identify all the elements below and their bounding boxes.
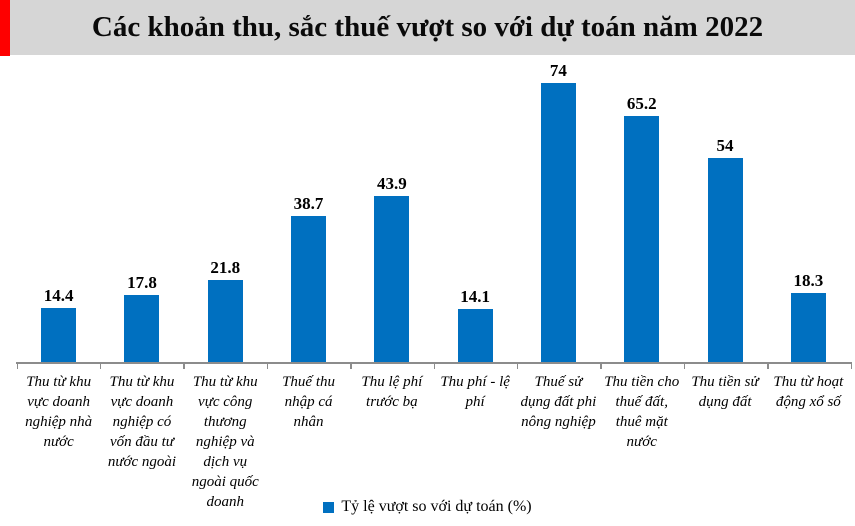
axis-tick — [183, 362, 185, 369]
bar-group: 65.2 — [600, 60, 683, 362]
bar — [207, 279, 243, 362]
bar-value-label: 65.2 — [626, 93, 657, 113]
bar — [291, 215, 327, 362]
axis-tick — [767, 362, 769, 369]
axis-tick — [99, 362, 102, 369]
bar — [374, 196, 410, 362]
category-label: Thu từ khu vực doanh nghiệp có vốn đầu t… — [107, 374, 177, 470]
category-label: Thu tiền cho thuế đất, thuê mặt nước — [604, 374, 680, 450]
bar-group: 74 — [517, 60, 600, 362]
bar-group: 17.8 — [100, 60, 183, 362]
bar — [457, 308, 493, 362]
axis-tick — [850, 362, 852, 369]
legend-swatch-icon — [323, 501, 335, 513]
bar-value-label: 21.8 — [210, 257, 241, 277]
bar — [624, 115, 660, 362]
bar-value-label: 74 — [549, 60, 567, 80]
bar-group: 54 — [683, 60, 766, 362]
bar-value-label: 14.1 — [460, 286, 490, 306]
bar-value-label: 17.8 — [127, 272, 157, 292]
axis-tick — [266, 362, 269, 369]
category-label: Thu tiền sử dụng đất — [691, 374, 759, 410]
category-label: Thu từ hoạt động xổ số — [773, 374, 844, 410]
category-label: Thu lệ phí trước bạ — [361, 374, 423, 410]
bar — [540, 82, 576, 362]
category-labels: Thu từ khu vực doanh nghiệp nhà nước Thu … — [17, 372, 850, 512]
axis-tick — [433, 362, 435, 369]
axis-tick — [516, 362, 519, 369]
axis-tick — [350, 362, 352, 369]
bar — [124, 294, 160, 362]
bar — [707, 158, 743, 362]
page-title: Các khoản thu, sắc thuế vượt so với dự t… — [91, 11, 764, 43]
bar-group: 14.1 — [433, 60, 516, 362]
title-band: Các khoản thu, sắc thuế vượt so với dự t… — [0, 0, 855, 55]
legend: Tỷ lệ vượt so với dự toán (%) — [0, 497, 855, 517]
bar — [790, 292, 826, 362]
bar-chart-plot: 14.4 17.8 21.8 38.7 43.9 14.1 74 65.2 54 18.3 — [17, 60, 850, 362]
axis-tick — [16, 362, 18, 369]
axis-tick — [683, 362, 686, 369]
red-accent-bar — [0, 0, 10, 56]
category-label: Thu phí - lệ phí — [440, 374, 510, 410]
bar — [41, 307, 77, 362]
bar-value-label: 14.4 — [43, 285, 74, 305]
axis-tick — [600, 362, 602, 369]
category-label: Thuế sử dụng đất phi nông nghiệp — [520, 374, 597, 430]
bar-group: 21.8 — [184, 60, 267, 362]
bar-value-label: 54 — [716, 136, 734, 156]
legend-label: Tỷ lệ vượt so với dự toán (%) — [341, 498, 532, 515]
bar-value-label: 38.7 — [293, 193, 324, 213]
bar-group: 38.7 — [267, 60, 350, 362]
bar-group: 14.4 — [17, 60, 100, 362]
category-label: Thuế thu nhập cá nhân — [282, 374, 335, 430]
bar-value-label: 18.3 — [793, 270, 824, 290]
bar-group: 43.9 — [350, 60, 433, 362]
category-label: Thu từ khu vực công thương nghiệp và dịc… — [191, 374, 259, 510]
category-label: Thu từ khu vực doanh nghiệp nhà nước — [25, 374, 93, 450]
bar-group: 18.3 — [767, 60, 850, 362]
bar-value-label: 43.9 — [376, 174, 407, 194]
